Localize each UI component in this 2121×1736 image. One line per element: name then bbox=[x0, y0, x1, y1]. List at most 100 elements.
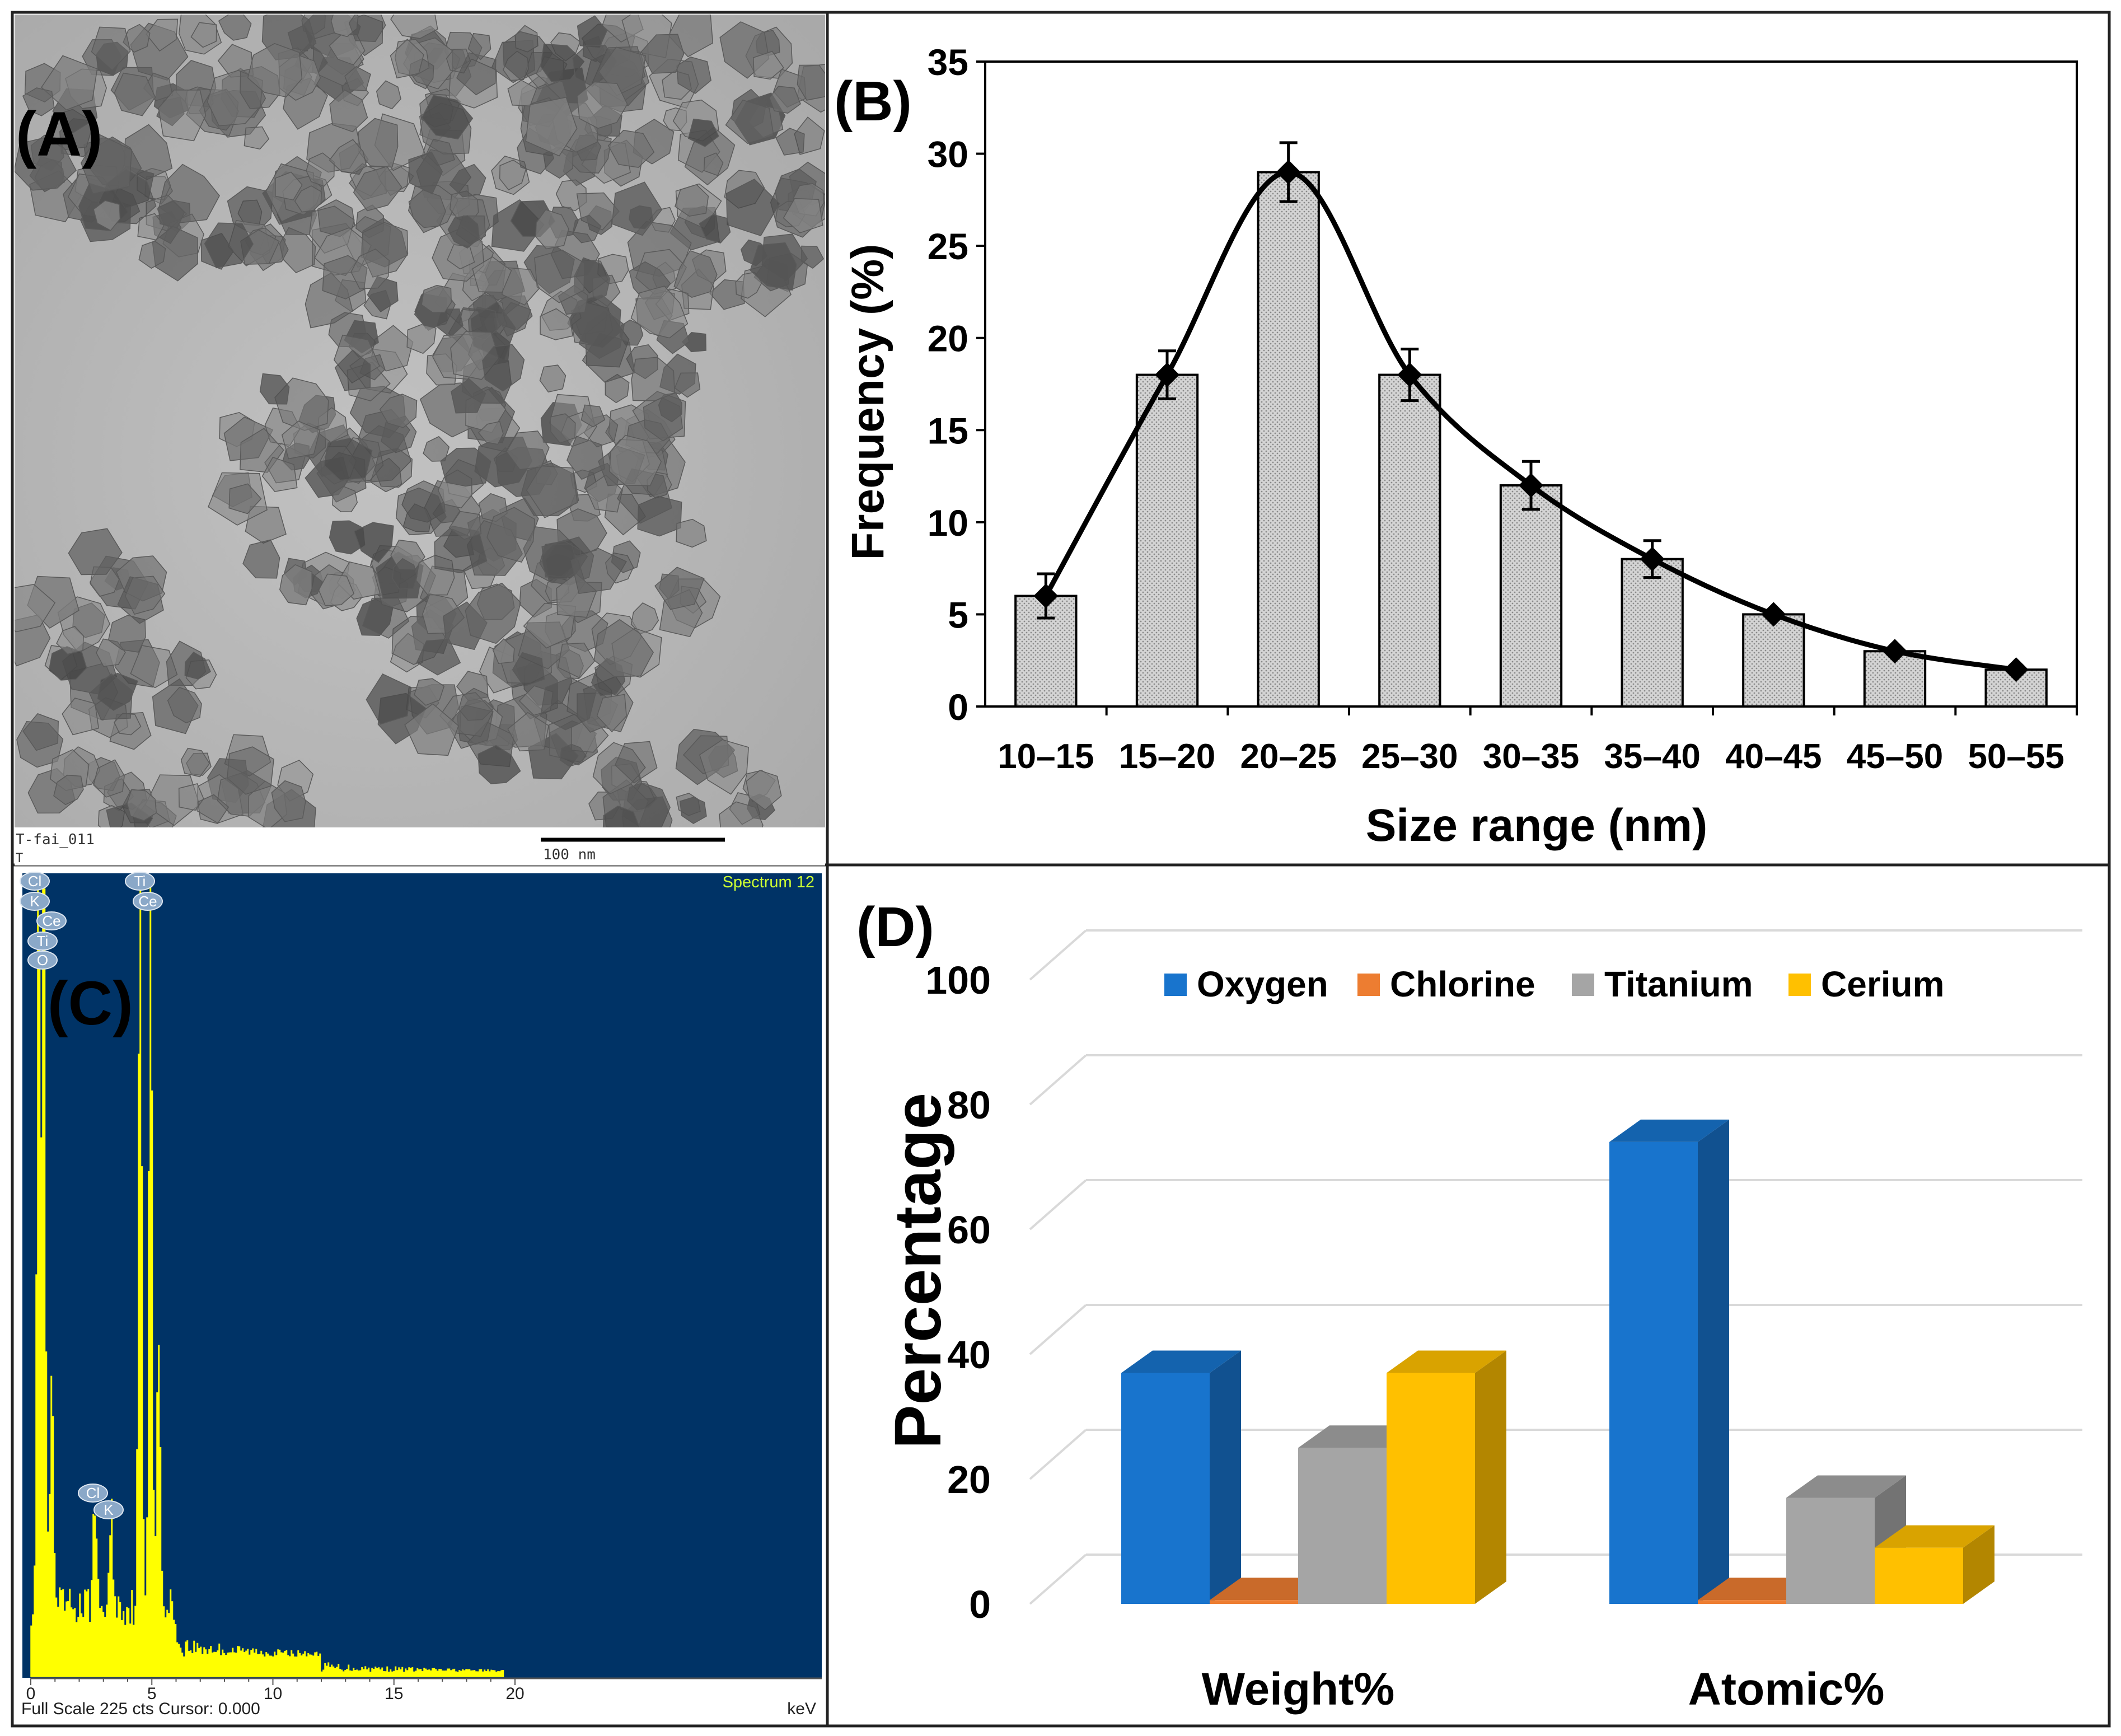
y-tick-label: 0 bbox=[969, 1583, 991, 1626]
nanoparticle bbox=[376, 80, 401, 110]
nanoparticle bbox=[631, 357, 675, 401]
nanoparticle bbox=[498, 302, 532, 337]
nanoparticle bbox=[15, 137, 77, 191]
nanoparticle bbox=[467, 32, 491, 60]
spectrum-tick-label: 5 bbox=[147, 1684, 157, 1703]
nanoparticle bbox=[401, 480, 446, 523]
y-axis-title: Frequency (%) bbox=[842, 244, 893, 560]
bar bbox=[1135, 373, 1199, 708]
peak-tag-label: Ti bbox=[134, 873, 146, 890]
nanoparticle bbox=[218, 15, 252, 41]
nanoparticle bbox=[348, 15, 386, 42]
nanoparticle bbox=[559, 743, 587, 767]
y-tick-label: 20 bbox=[928, 318, 968, 359]
nanoparticle bbox=[539, 364, 566, 393]
x-tick-label: 50–55 bbox=[1968, 737, 2064, 776]
nanoparticle bbox=[611, 181, 663, 236]
nanoparticle bbox=[334, 349, 371, 391]
nanoparticle bbox=[550, 413, 576, 444]
scale-bar-label: 100 nm bbox=[543, 846, 596, 863]
legend-swatch bbox=[1164, 974, 1187, 996]
panel-b: (B) 0 5 10 15 20 25 30 35 10–15 15–20 20–25 25–30 30… bbox=[834, 41, 2078, 851]
bar-side bbox=[1963, 1525, 1994, 1604]
nanoparticle bbox=[322, 255, 368, 300]
panel-d-label: (D) bbox=[856, 896, 934, 958]
nanoparticle bbox=[329, 139, 367, 174]
nanoparticle bbox=[577, 81, 628, 129]
spectrum-tick-label: 10 bbox=[264, 1684, 282, 1703]
panel-d-gridlines: 0 20 40 60 80 100 bbox=[925, 929, 2082, 1626]
bar bbox=[1121, 1373, 1210, 1604]
nanoparticle bbox=[242, 539, 280, 579]
nanoparticle bbox=[294, 185, 322, 213]
data-point bbox=[1155, 362, 1179, 387]
data-point bbox=[1397, 362, 1422, 387]
bar bbox=[1875, 1547, 1963, 1604]
nanoparticle bbox=[329, 520, 366, 555]
nanoparticle bbox=[679, 797, 707, 824]
nanoparticle bbox=[158, 200, 185, 228]
data-point bbox=[1761, 602, 1786, 627]
bar bbox=[1257, 171, 1320, 708]
legend-label: Cerium bbox=[1821, 964, 1945, 1004]
nanoparticle bbox=[501, 267, 540, 306]
nanoparticle bbox=[607, 129, 655, 168]
nanoparticle bbox=[687, 118, 719, 147]
nanoparticle bbox=[535, 209, 569, 250]
nanoparticle bbox=[512, 652, 545, 687]
nanoparticle bbox=[699, 214, 731, 244]
bar bbox=[1698, 1600, 1786, 1604]
nanoparticle bbox=[271, 780, 306, 822]
nanoparticle bbox=[204, 222, 254, 269]
y-axis-title-percentage: Percentage bbox=[881, 1093, 955, 1449]
y-tick-label: 15 bbox=[928, 410, 968, 451]
nanoparticle bbox=[593, 619, 654, 677]
nanoparticle bbox=[93, 759, 125, 798]
nanoparticle bbox=[640, 34, 685, 74]
peak-tag-badge bbox=[20, 872, 50, 891]
y-tick-label: 20 bbox=[947, 1458, 991, 1501]
x-tick-label: 30–35 bbox=[1483, 737, 1579, 776]
nanoparticle bbox=[53, 774, 84, 806]
nanoparticle bbox=[156, 96, 185, 127]
nanoparticle bbox=[540, 308, 574, 340]
nanoparticle bbox=[366, 673, 412, 725]
nanoparticle bbox=[503, 50, 529, 81]
legend-swatch bbox=[1788, 974, 1811, 996]
legend-label: Oxygen bbox=[1197, 964, 1328, 1004]
nanoparticle bbox=[362, 222, 409, 278]
nanoparticle bbox=[144, 774, 200, 826]
nanoparticle bbox=[130, 645, 178, 689]
peak-tag-label: Cl bbox=[28, 873, 42, 890]
nanoparticle bbox=[167, 686, 202, 724]
nanoparticle bbox=[228, 483, 262, 514]
nanoparticle bbox=[572, 214, 602, 244]
nanoparticle bbox=[725, 179, 780, 237]
nanoparticle bbox=[617, 468, 672, 524]
nanoparticle bbox=[356, 597, 394, 637]
nanoparticle bbox=[408, 189, 446, 228]
y-tick-label: 60 bbox=[947, 1208, 991, 1252]
bar bbox=[1210, 1600, 1298, 1604]
bar bbox=[1298, 1448, 1387, 1604]
nanoparticle bbox=[447, 215, 480, 249]
panel-d-bars: Weight% Atomic% bbox=[1121, 1119, 1994, 1715]
nanoparticle bbox=[353, 522, 394, 563]
nanoparticle bbox=[404, 703, 459, 756]
x-tick-label: 40–45 bbox=[1725, 737, 1822, 776]
nanoparticle bbox=[505, 431, 550, 470]
nanoparticle bbox=[558, 284, 588, 315]
nanoparticle bbox=[279, 564, 313, 606]
nanoparticle bbox=[775, 128, 805, 156]
nanoparticle bbox=[114, 72, 156, 116]
spectrum-unit: keV bbox=[787, 1700, 816, 1718]
nanoparticle bbox=[735, 272, 762, 299]
nanoparticle bbox=[227, 746, 274, 795]
nanoparticle bbox=[421, 95, 474, 140]
gridline-depth bbox=[1029, 1553, 1087, 1605]
nanoparticle bbox=[324, 438, 373, 481]
nanoparticle bbox=[614, 741, 658, 784]
nanoparticle bbox=[566, 436, 605, 480]
